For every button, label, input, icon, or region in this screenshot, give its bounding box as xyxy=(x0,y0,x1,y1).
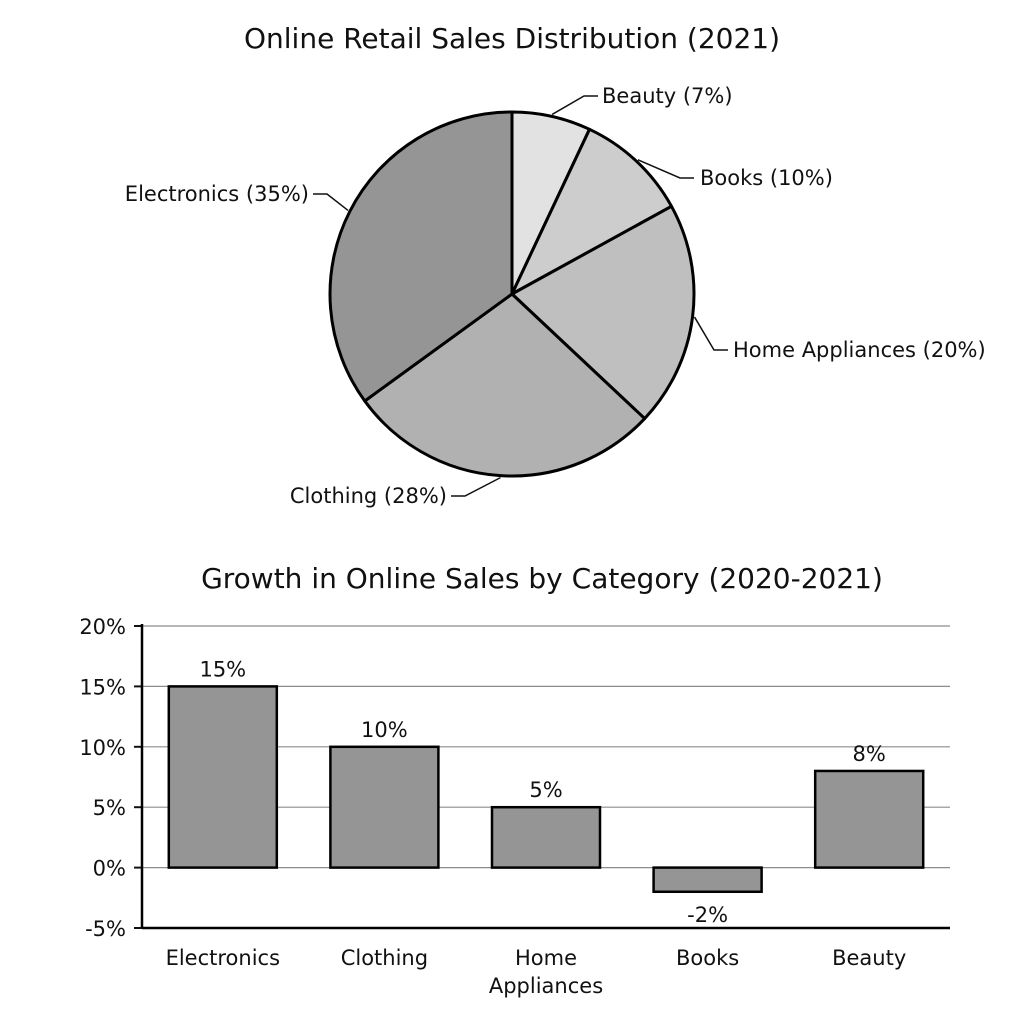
bar-value-label-electronics: 15% xyxy=(199,657,246,681)
x-tick-label-beauty: Beauty xyxy=(832,946,906,970)
bar-value-label-books: -2% xyxy=(687,903,728,927)
x-tick-label-electronics: Electronics xyxy=(166,946,280,970)
pie-slice-home-appliances xyxy=(510,204,696,421)
pie-label-electronics: Electronics (35%) xyxy=(125,182,309,206)
y-tick-label: -5% xyxy=(85,917,126,941)
x-tick-label-home-appliances: Home Appliances xyxy=(489,946,603,998)
pie-label-home-appliances: Home Appliances (20%) xyxy=(733,338,986,362)
pie-leader-line xyxy=(693,316,728,351)
bar-value-label-home-appliances: 5% xyxy=(529,778,562,802)
pie-chart-title: Online Retail Sales Distribution (2021) xyxy=(244,22,780,55)
bar-chart: 20% 15% 10% 5% 0% -5% 15% Electronics 10% Clothin… xyxy=(79,615,950,998)
pie-label-beauty: Beauty (7%) xyxy=(602,84,733,108)
pie-slice-clothing xyxy=(363,292,647,478)
y-tick-label: 10% xyxy=(79,736,126,760)
bar-clothing xyxy=(329,745,440,869)
y-tick-label: 0% xyxy=(93,857,126,881)
pie-label-books: Books (10%) xyxy=(700,166,833,190)
bar-home-appliances xyxy=(490,805,602,869)
pie-label-clothing: Clothing (28%) xyxy=(290,484,447,508)
y-tick-label: 15% xyxy=(79,675,126,699)
bar-value-label-beauty: 8% xyxy=(853,742,886,766)
x-tick-label-books: Books xyxy=(676,946,739,970)
bar-beauty xyxy=(813,769,925,869)
bar-books xyxy=(652,866,763,894)
pie-chart: Beauty (7%) Books (10%) Home Appliances (2… xyxy=(125,84,986,508)
pie-slice-electronics xyxy=(328,110,514,403)
bar-value-label-clothing: 10% xyxy=(361,718,408,742)
y-tick-label: 5% xyxy=(93,796,126,820)
bar-electronics xyxy=(167,685,279,869)
pie-leader-line xyxy=(313,193,349,212)
pie-leader-line xyxy=(551,95,598,116)
pie-slice-books xyxy=(510,127,673,296)
x-tick-label-clothing: Clothing xyxy=(341,946,428,970)
pie-leader-line xyxy=(451,476,501,497)
bar-chart-title: Growth in Online Sales by Category (2020… xyxy=(201,562,883,595)
pie-leader-line xyxy=(637,159,694,179)
y-tick-label: 20% xyxy=(79,615,126,639)
